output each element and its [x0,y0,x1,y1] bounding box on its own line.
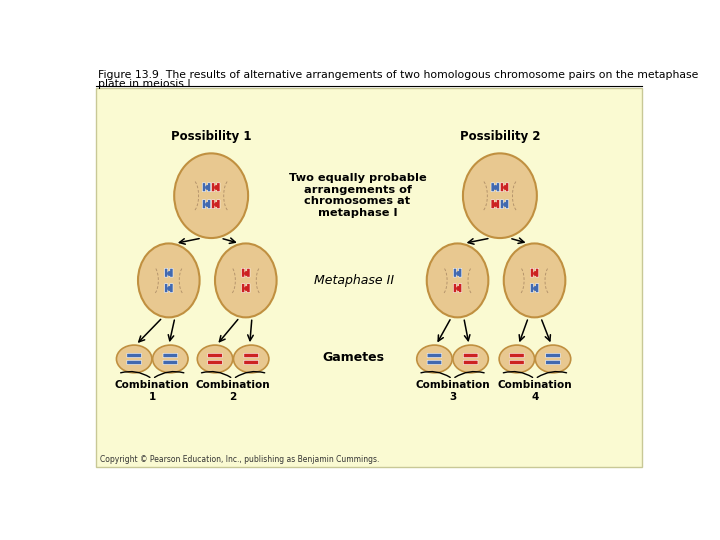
FancyBboxPatch shape [242,268,245,277]
FancyBboxPatch shape [170,268,173,277]
FancyBboxPatch shape [217,183,220,192]
FancyBboxPatch shape [202,200,205,208]
FancyBboxPatch shape [464,353,478,357]
FancyBboxPatch shape [505,200,509,208]
Ellipse shape [499,345,534,373]
Text: Possibility 1: Possibility 1 [171,130,251,143]
FancyBboxPatch shape [459,284,462,293]
Ellipse shape [197,345,233,373]
FancyBboxPatch shape [546,360,560,364]
FancyBboxPatch shape [207,200,211,208]
Text: Possibility 2: Possibility 2 [459,130,540,143]
FancyBboxPatch shape [96,88,642,467]
Ellipse shape [174,153,248,238]
FancyBboxPatch shape [207,183,211,192]
FancyBboxPatch shape [500,200,503,208]
FancyBboxPatch shape [496,200,500,208]
FancyBboxPatch shape [454,268,456,277]
FancyBboxPatch shape [170,284,173,293]
FancyBboxPatch shape [212,183,215,192]
FancyBboxPatch shape [207,353,222,357]
FancyBboxPatch shape [531,268,534,277]
FancyBboxPatch shape [510,360,524,364]
FancyBboxPatch shape [244,353,258,357]
FancyBboxPatch shape [464,360,478,364]
Ellipse shape [427,244,488,318]
FancyBboxPatch shape [531,284,534,293]
FancyBboxPatch shape [212,200,215,208]
FancyBboxPatch shape [427,360,442,364]
Text: Combination
1: Combination 1 [115,381,189,402]
Ellipse shape [463,153,537,238]
Text: Combination
2: Combination 2 [196,381,271,402]
Text: Combination
4: Combination 4 [498,381,572,402]
FancyBboxPatch shape [242,284,245,293]
FancyBboxPatch shape [202,183,205,192]
FancyBboxPatch shape [491,200,494,208]
Ellipse shape [233,345,269,373]
FancyBboxPatch shape [247,284,250,293]
FancyBboxPatch shape [510,353,524,357]
FancyBboxPatch shape [500,183,503,192]
FancyBboxPatch shape [496,183,500,192]
FancyBboxPatch shape [163,353,178,357]
FancyBboxPatch shape [247,268,250,277]
Ellipse shape [417,345,452,373]
FancyBboxPatch shape [491,183,494,192]
Ellipse shape [504,244,565,318]
Ellipse shape [138,244,199,318]
Text: Metaphase II: Metaphase II [313,274,394,287]
Ellipse shape [453,345,488,373]
FancyBboxPatch shape [207,360,222,364]
FancyBboxPatch shape [127,360,141,364]
FancyBboxPatch shape [546,353,560,357]
Text: Two equally probable
arrangements of
chromosomes at
metaphase I: Two equally probable arrangements of chr… [289,173,426,218]
Text: Gametes: Gametes [323,351,384,364]
FancyBboxPatch shape [427,353,442,357]
Text: plate in meiosis I: plate in meiosis I [98,79,191,89]
FancyBboxPatch shape [536,268,539,277]
FancyBboxPatch shape [127,353,141,357]
Text: Figure 13.9  The results of alternative arrangements of two homologous chromosom: Figure 13.9 The results of alternative a… [98,70,698,80]
Ellipse shape [215,244,276,318]
FancyBboxPatch shape [217,200,220,208]
FancyBboxPatch shape [536,284,539,293]
FancyBboxPatch shape [165,284,168,293]
FancyBboxPatch shape [459,268,462,277]
Ellipse shape [153,345,188,373]
Ellipse shape [535,345,571,373]
FancyBboxPatch shape [163,360,178,364]
FancyBboxPatch shape [505,183,509,192]
Text: Combination
3: Combination 3 [415,381,490,402]
Text: Copyright © Pearson Education, Inc., publishing as Benjamin Cummings.: Copyright © Pearson Education, Inc., pub… [99,455,379,464]
FancyBboxPatch shape [165,268,168,277]
FancyBboxPatch shape [244,360,258,364]
FancyBboxPatch shape [454,284,456,293]
Ellipse shape [117,345,152,373]
